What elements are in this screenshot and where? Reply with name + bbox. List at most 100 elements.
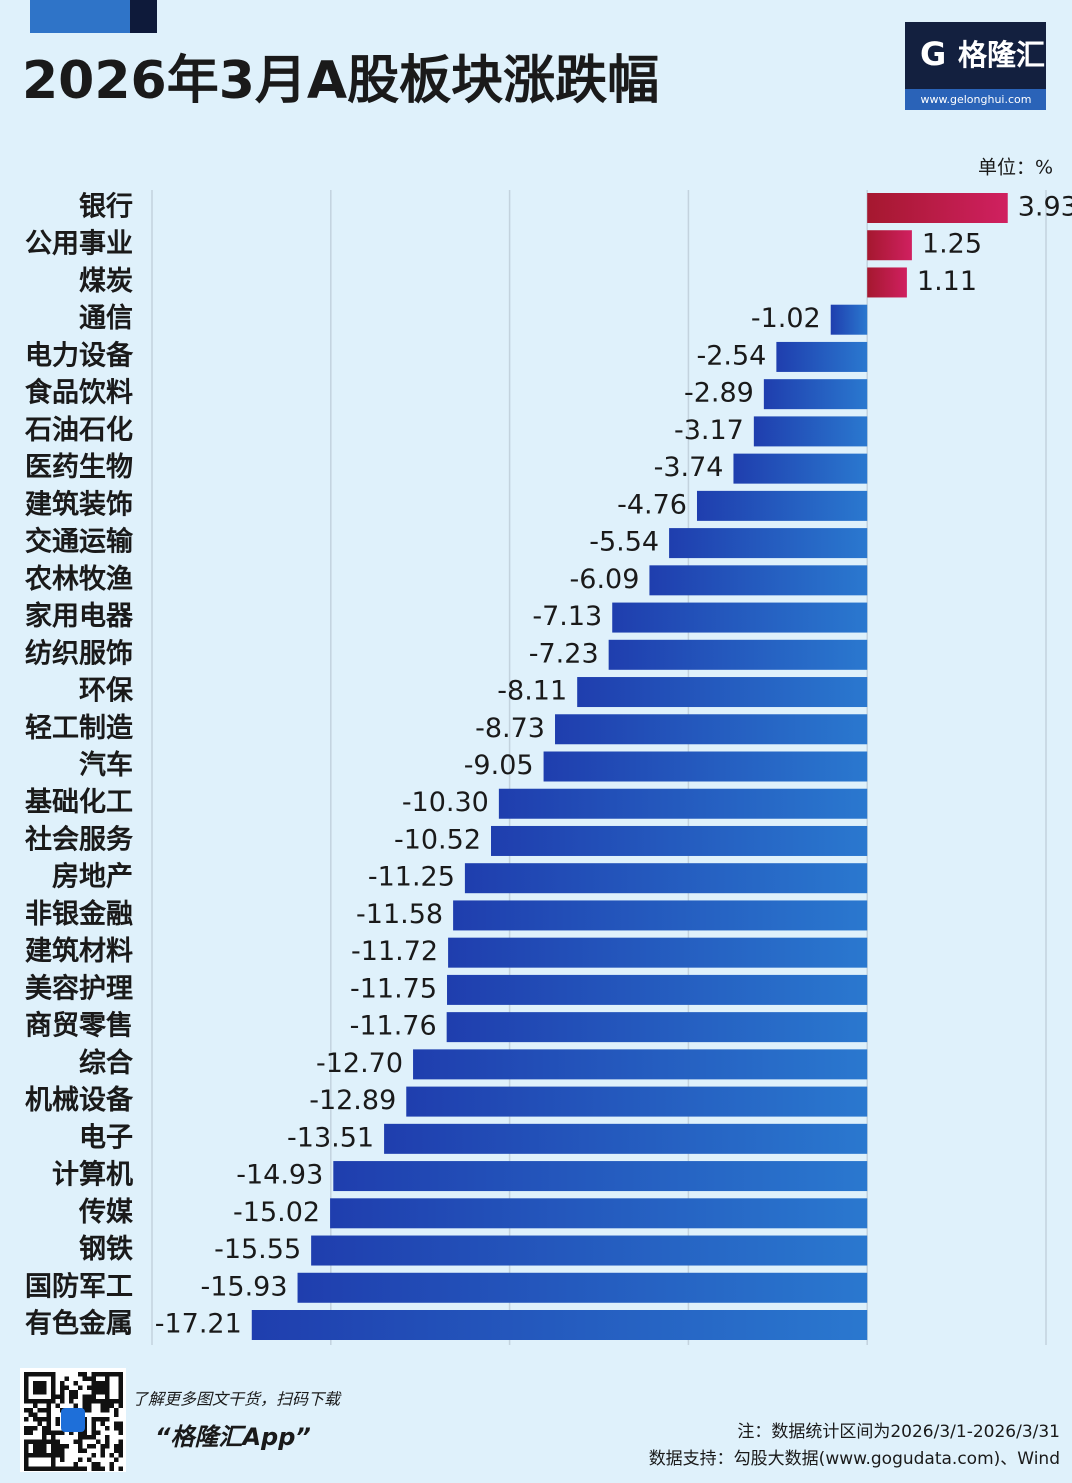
qr-cell: [109, 1462, 114, 1467]
qr-cell: [109, 1399, 114, 1404]
bar: [333, 1161, 868, 1192]
bar: [446, 1012, 868, 1043]
value-label: -11.75: [350, 973, 437, 1004]
qr-cell: [96, 1372, 101, 1377]
qr-cell: [118, 1385, 123, 1390]
value-label: -15.93: [200, 1271, 287, 1302]
unit-label: 单位：%: [978, 157, 1053, 179]
qr-cell: [73, 1390, 78, 1395]
bar: [753, 416, 868, 447]
category-label: 国防军工: [25, 1271, 133, 1302]
qr-cell: [33, 1444, 38, 1449]
qr-cell: [118, 1390, 123, 1395]
footer-source: 数据支持：勾股大数据(www.gogudata.com)、Wind: [649, 1449, 1060, 1469]
category-label: 煤炭: [79, 266, 133, 297]
qr-cell: [24, 1444, 29, 1449]
qr-cell: [100, 1403, 105, 1408]
qr-cell: [109, 1453, 114, 1458]
qr-cell: [33, 1426, 38, 1431]
qr-cell: [42, 1372, 47, 1377]
qr-cell: [64, 1376, 69, 1381]
category-label: 电子: [79, 1122, 133, 1153]
qr-cell: [24, 1417, 29, 1422]
qr-cell: [60, 1394, 65, 1399]
qr-cell: [51, 1448, 56, 1453]
qr-cell: [37, 1399, 42, 1404]
qr-cell: [24, 1430, 29, 1435]
qr-cell: [42, 1439, 47, 1444]
qr-cell: [118, 1421, 123, 1426]
value-label: -2.54: [696, 340, 766, 371]
qr-cell: [24, 1448, 29, 1453]
bar: [447, 974, 868, 1005]
bar: [448, 937, 868, 968]
qr-cell: [100, 1390, 105, 1395]
qr-cell: [114, 1421, 119, 1426]
qr-cell: [118, 1439, 123, 1444]
qr-cell: [51, 1439, 56, 1444]
category-label: 轻工制造: [25, 713, 133, 744]
qr-cell: [118, 1394, 123, 1399]
qr-cell: [105, 1435, 110, 1440]
category-label: 传媒: [78, 1196, 134, 1228]
qr-cell: [91, 1385, 96, 1390]
value-label: -7.13: [532, 601, 602, 632]
qr-cell: [82, 1408, 87, 1413]
logo-url: www.gelonghui.com: [921, 93, 1032, 106]
qr-cell: [118, 1372, 123, 1377]
qr-cell: [60, 1399, 65, 1404]
category-label: 纺织服饰: [25, 637, 133, 669]
value-label: -4.76: [617, 489, 687, 520]
logo-strip: [905, 89, 1046, 110]
bar: [464, 863, 868, 894]
qr-cell: [28, 1426, 33, 1431]
qr-cell: [55, 1403, 60, 1408]
qr-cell: [100, 1417, 105, 1422]
qr-cell: [91, 1453, 96, 1458]
qr-cell: [91, 1390, 96, 1395]
qr-cell: [96, 1390, 101, 1395]
category-label: 建筑装饰: [25, 488, 133, 520]
qr-cell: [100, 1381, 105, 1386]
qr-cell: [33, 1385, 38, 1390]
qr-cell: [69, 1399, 74, 1404]
bar: [867, 193, 1008, 223]
qr-cell: [33, 1466, 38, 1471]
qr-cell: [51, 1394, 56, 1399]
qr-cell: [60, 1390, 65, 1395]
value-label: -11.25: [368, 862, 455, 893]
bar: [696, 490, 868, 521]
qr-cell: [42, 1381, 47, 1386]
qr-cell: [28, 1439, 33, 1444]
qr-cell: [91, 1376, 96, 1381]
qr-cell: [51, 1385, 56, 1390]
qr-cell: [78, 1448, 83, 1453]
qr-cell: [105, 1439, 110, 1444]
qr-cell: [105, 1381, 110, 1386]
category-label: 机械设备: [25, 1085, 134, 1116]
qr-cell: [42, 1408, 47, 1413]
qr-cell: [55, 1453, 60, 1458]
qr-cell: [42, 1444, 47, 1449]
qr-cell: [73, 1466, 78, 1471]
title-decoration: [130, 0, 157, 33]
qr-cell: [24, 1399, 29, 1404]
value-label: -15.02: [233, 1197, 320, 1228]
qr-cell: [42, 1390, 47, 1395]
qr-cell: [42, 1435, 47, 1440]
qr-cell: [28, 1430, 33, 1435]
qr-cell: [96, 1466, 101, 1471]
category-label: 公用事业: [25, 229, 133, 260]
qr-cell: [82, 1394, 87, 1399]
qr-cell: [46, 1421, 51, 1426]
qr-cell: [28, 1399, 33, 1404]
qr-cell: [105, 1390, 110, 1395]
qr-cell: [96, 1462, 101, 1467]
bar: [330, 1198, 868, 1229]
qr-cell: [87, 1435, 92, 1440]
qr-cell: [24, 1381, 29, 1386]
qr-cell: [64, 1444, 69, 1449]
qr-cell: [28, 1453, 33, 1458]
qr-cell: [51, 1376, 56, 1381]
value-label: -15.55: [214, 1234, 301, 1265]
